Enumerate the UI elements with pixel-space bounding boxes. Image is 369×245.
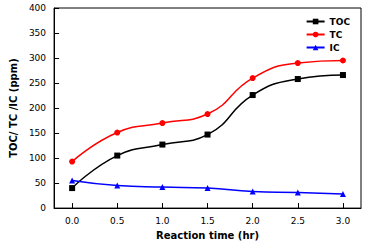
svg-text:250: 250 — [29, 78, 46, 88]
svg-text:1.5: 1.5 — [200, 216, 214, 226]
svg-text:IC: IC — [330, 43, 340, 53]
svg-text:200: 200 — [29, 103, 46, 113]
svg-text:2.0: 2.0 — [246, 216, 261, 226]
svg-text:350: 350 — [29, 28, 46, 38]
svg-text:1.0: 1.0 — [155, 216, 170, 226]
svg-text:400: 400 — [29, 3, 46, 13]
svg-text:0: 0 — [40, 203, 46, 213]
svg-text:0.5: 0.5 — [110, 216, 124, 226]
svg-text:100: 100 — [29, 153, 46, 163]
svg-text:TC: TC — [330, 30, 343, 40]
svg-text:150: 150 — [29, 128, 46, 138]
svg-text:TOC/ TC /IC (ppm): TOC/ TC /IC (ppm) — [8, 58, 19, 158]
svg-text:Reaction time (hr): Reaction time (hr) — [156, 230, 259, 241]
svg-text:2.5: 2.5 — [291, 216, 305, 226]
svg-text:TOC: TOC — [330, 17, 351, 27]
svg-text:3.0: 3.0 — [336, 216, 351, 226]
svg-text:0.0: 0.0 — [65, 216, 80, 226]
svg-text:50: 50 — [35, 178, 47, 188]
svg-text:300: 300 — [29, 53, 46, 63]
